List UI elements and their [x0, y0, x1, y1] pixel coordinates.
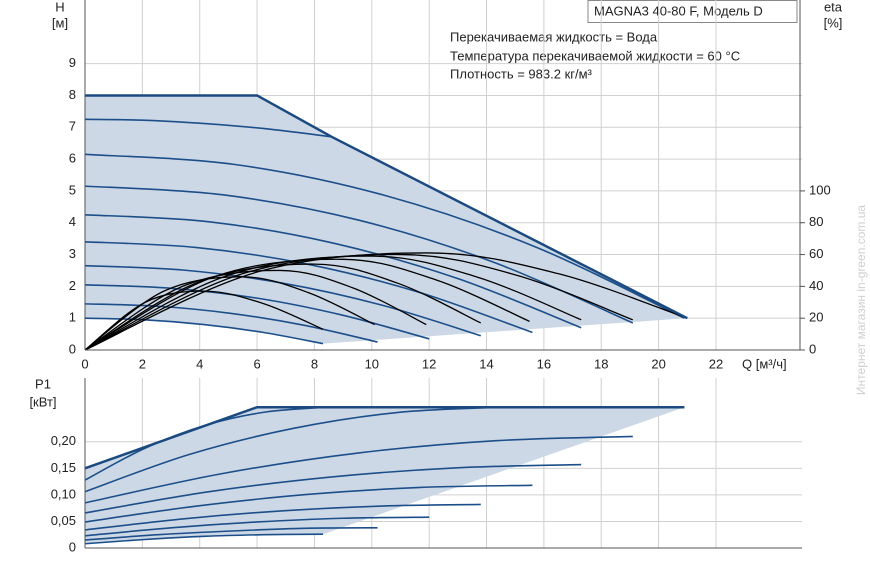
y-axis-label: H: [55, 0, 64, 14]
y-axis-unit: [кВт]: [29, 394, 56, 409]
y2-axis-label: eta: [824, 0, 843, 14]
x-tick-label: 2: [139, 356, 146, 371]
y-tick-label: 7: [69, 119, 76, 134]
y-axis-unit: [м]: [52, 15, 68, 30]
title-box: [587, 0, 798, 23]
x-tick-label: 20: [651, 356, 665, 371]
performance-curve: [84, 533, 324, 545]
annotation: Перекачиваемая жидкость = Вода: [450, 29, 658, 44]
y-tick-label: 0: [69, 539, 76, 554]
y-tick-label: 1: [69, 310, 76, 325]
y2-tick-label: 80: [809, 214, 823, 229]
y-tick-label: 0,20: [51, 433, 76, 448]
y-tick-label: 2: [69, 278, 76, 293]
y-tick-label: 0,05: [51, 513, 76, 528]
envelope-curve: [85, 94, 688, 320]
x-tick-label: 22: [709, 356, 723, 371]
performance-curve: [84, 435, 633, 504]
annotation: Температура перекачиваемой жидкости = 60…: [450, 48, 740, 63]
performance-curve: [84, 213, 582, 329]
annotation: Плотность = 983.2 кг/м³: [450, 66, 593, 81]
x-tick-label: 4: [196, 356, 203, 371]
operating-area: [85, 407, 685, 544]
performance-curve: [84, 303, 378, 343]
efficiency-curve: [84, 255, 582, 351]
y-tick-label: 0: [69, 341, 76, 356]
y-tick-label: 3: [69, 246, 76, 261]
y-axis-label: P1: [35, 376, 51, 391]
x-tick-label: 8: [311, 356, 318, 371]
x-axis-label: Q [м³/ч]: [742, 356, 787, 371]
x-tick-label: 14: [479, 356, 493, 371]
performance-curve: [84, 484, 533, 523]
x-tick-label: 10: [365, 356, 379, 371]
x-tick-label: 6: [253, 356, 260, 371]
x-tick-label: 0: [81, 356, 88, 371]
performance-curve: [84, 503, 481, 531]
y-tick-label: 0,15: [51, 460, 76, 475]
performance-curve: [84, 118, 332, 138]
x-tick-label: 12: [422, 356, 436, 371]
x-tick-label: 18: [594, 356, 608, 371]
performance-curve: [84, 153, 685, 319]
chart-title: MAGNA3 40-80 F, Модель D: [594, 3, 763, 18]
performance-curve: [84, 527, 378, 541]
efficiency-curve: [84, 253, 634, 351]
y-tick-label: 0,10: [51, 486, 76, 501]
y2-axis-unit: [%]: [824, 15, 843, 30]
efficiency-curve: [84, 258, 530, 351]
y2-tick-label: 60: [809, 246, 823, 261]
y-tick-label: 6: [69, 151, 76, 166]
y-tick-label: 5: [69, 182, 76, 197]
y2-tick-label: 0: [809, 341, 816, 356]
efficiency-curve: [84, 252, 688, 351]
performance-curve: [84, 516, 430, 537]
watermark: Интернет магазин in-green.com.ua: [854, 205, 868, 395]
y2-tick-label: 20: [809, 310, 823, 325]
x-tick-label: 16: [537, 356, 551, 371]
efficiency-curve: [84, 269, 427, 351]
y2-tick-label: 40: [809, 278, 823, 293]
y2-tick-label: 100: [809, 182, 831, 197]
performance-curve: [84, 185, 634, 324]
y-tick-label: 9: [69, 55, 76, 70]
performance-curve: [84, 463, 582, 514]
efficiency-curve: [84, 263, 482, 351]
envelope-curve: [84, 405, 685, 470]
performance-curve: [84, 317, 324, 345]
performance-curve: [84, 406, 501, 493]
y-tick-label: 8: [69, 87, 76, 102]
y-tick-label: 4: [69, 214, 76, 229]
